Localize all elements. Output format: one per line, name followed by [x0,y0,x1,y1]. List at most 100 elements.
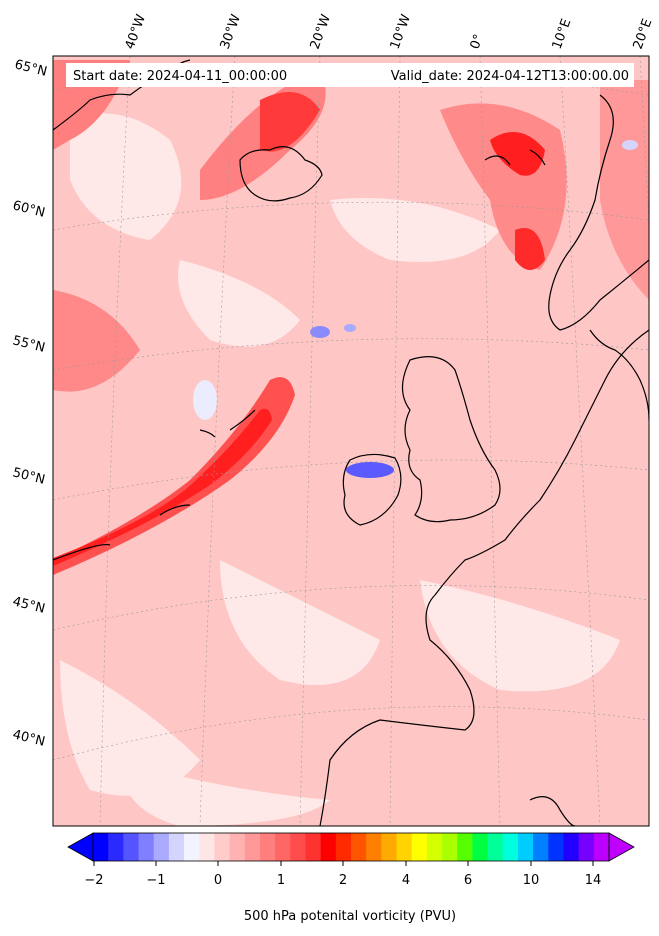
colorbar-cell [593,833,610,861]
contour-line [159,504,191,516]
lat-label: 55°N [11,333,46,355]
colorbar-cell [487,833,504,861]
colorbar-tick-labels: −2 −1 0 1 2 4 6 10 14 [84,873,601,888]
pv-weak-region [330,198,500,262]
coastlines [53,59,649,826]
contour-line [53,543,111,561]
colorbar [67,832,635,862]
contour-line [484,155,511,166]
lat-label: 40°N [11,727,46,749]
longitude-labels: 40°W 30°W 20°W 10°W 0° 10°E 20°E [123,12,656,51]
colorbar-cell [259,833,276,861]
colorbar-cell [502,833,519,861]
cb-tick-label: −2 [84,873,103,888]
lon-label: 30°W [218,12,244,51]
colorbar-cells [93,833,610,861]
colorbar-cell [108,833,124,861]
colorbar-cell [381,833,398,861]
pv-streak [490,132,545,176]
cb-tick-label: −1 [146,873,165,888]
colorbar-cell [290,833,306,861]
cb-tick-label: 6 [464,873,472,888]
colorbar-cell [229,833,246,861]
coast-europe [319,329,649,826]
colorbar-cell [184,833,200,861]
pv-field [53,56,649,826]
contour-line [529,149,546,166]
lat-label: 50°N [11,465,46,487]
pv-negative-blob [344,324,356,332]
colorbar-frame [92,832,610,862]
pv-moderate-region [600,80,649,300]
lon-label: 0° [468,32,487,51]
lat-label: 60°N [11,198,46,220]
lon-label: 40°W [123,12,149,51]
map-frame [52,55,650,827]
coast-scandinavia [548,94,649,331]
colorbar-cell [244,833,261,861]
colorbar-max-extension [608,832,635,862]
cb-tick-label: 0 [214,873,222,888]
colorbar-cell [153,833,170,861]
coast-iceland [239,146,323,202]
colorbar-cell [411,833,428,861]
colorbar-cell [305,833,322,861]
coast-ireland [342,453,402,526]
start-date-text: Start date: 2024-04-11_00:00:00 [73,69,287,84]
colorbar-cell [123,833,140,861]
lon-label: 10°E [550,17,575,52]
colorbar-cell [168,833,185,861]
pv-negative-blob [193,380,217,420]
colorbar-cell [93,833,109,861]
cb-tick-label: 10 [523,873,540,888]
colorbar-title: 500 hPa potenital vorticity (PVU) [244,909,456,924]
colorbar-cell [351,833,367,861]
colorbar-cell [548,833,564,861]
colorbar-cell [472,833,489,861]
pv-negative-blob [622,140,638,150]
pv-weak-region [70,113,182,240]
cb-tick-label: 1 [277,873,285,888]
cb-tick-label: 14 [585,873,602,888]
pv-weak-region [178,260,300,347]
cb-tick-label: 4 [402,873,410,888]
colorbar-cell [275,833,291,861]
contour-line [199,429,216,438]
colorbar-cell [533,833,549,861]
cb-tick-label: 2 [339,873,347,888]
colorbar-cell [442,833,458,861]
colorbar-cell [320,833,337,861]
colorbar-cell [396,833,413,861]
graticule [53,56,649,826]
lat-label: 65°N [13,57,48,79]
pv-streamer-core [53,408,272,566]
colorbar-cell [457,833,473,861]
colorbar-cell [214,833,231,861]
lon-label: 20°W [308,12,334,51]
colorbar-cell [563,833,580,861]
colorbar-min-extension [67,832,94,862]
pv-weak-region [420,580,620,692]
lat-label: 45°N [11,594,46,616]
pv-negative-blob [346,462,394,478]
valid-date-text: Valid_date: 2024-04-12T13:00:00.00 [391,69,629,84]
latitude-labels: 65°N 60°N 55°N 50°N 45°N 40°N [11,57,48,749]
pv-weak-region [120,760,330,826]
colorbar-cell [335,833,352,861]
pv-moderate-region [53,290,140,392]
pv-weak-region [60,660,200,796]
pv-weak-region [220,560,380,685]
coast-denmark [589,329,649,421]
coast-great-britain [401,356,501,523]
contour-line [229,409,256,431]
colorbar-cell [578,833,595,861]
pv-streak [515,228,545,270]
colorbar-cell [366,833,382,861]
colorbar-cell [199,833,215,861]
colorbar-cell [426,833,443,861]
lon-label: 20°E [631,17,656,52]
coast-south [529,796,576,826]
lon-label: 10°W [388,12,414,51]
colorbar-cell [517,833,534,861]
